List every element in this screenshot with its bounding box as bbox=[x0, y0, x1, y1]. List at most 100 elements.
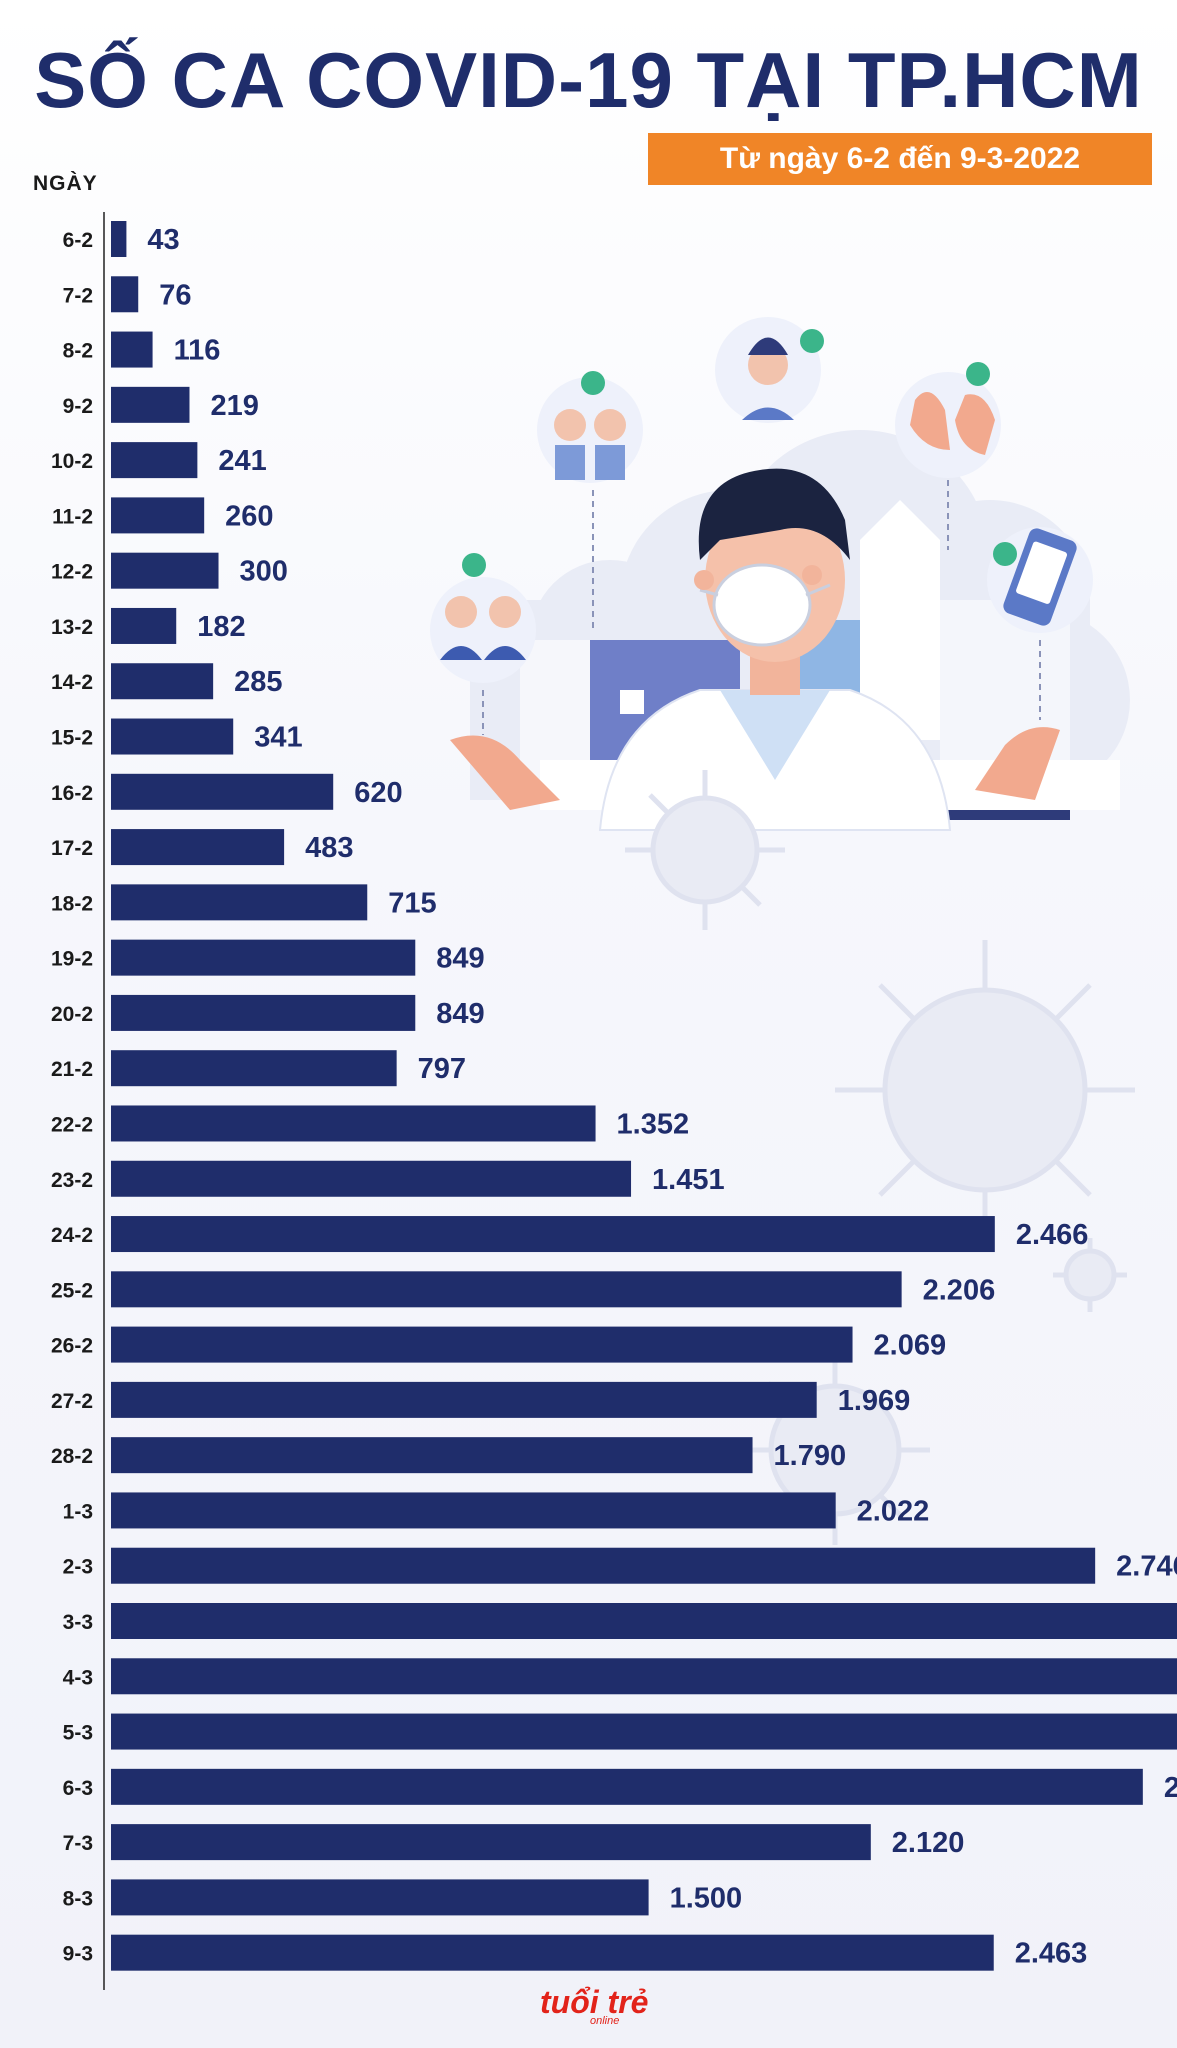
value-label: 300 bbox=[240, 556, 288, 588]
bar bbox=[111, 1326, 853, 1363]
bar bbox=[111, 1492, 836, 1529]
bar bbox=[111, 497, 205, 534]
doctor-figure bbox=[450, 468, 1060, 831]
category-label: 15-2 bbox=[51, 727, 93, 750]
category-label: 28-2 bbox=[51, 1445, 93, 1468]
category-label: 18-2 bbox=[51, 892, 93, 915]
category-label: 12-2 bbox=[51, 561, 93, 584]
y-axis-label: NGÀY bbox=[33, 172, 98, 195]
category-label: 2-3 bbox=[63, 1556, 93, 1579]
value-label: 76 bbox=[159, 279, 191, 311]
bar bbox=[111, 829, 285, 866]
value-label: 260 bbox=[225, 500, 273, 532]
bar bbox=[111, 1768, 1143, 1805]
bar bbox=[111, 607, 177, 644]
bar bbox=[111, 1105, 596, 1142]
bar bbox=[111, 663, 214, 700]
icon-bubbles bbox=[430, 317, 1093, 735]
value-label: 241 bbox=[218, 445, 266, 477]
bar bbox=[111, 994, 416, 1031]
brand-logo: tuổi trẻ online bbox=[540, 1985, 660, 2035]
value-label: 43 bbox=[147, 224, 179, 256]
value-label: 285 bbox=[234, 666, 282, 698]
category-label: 11-2 bbox=[52, 505, 93, 528]
category-label: 6-2 bbox=[63, 229, 93, 252]
bar bbox=[111, 552, 219, 589]
category-label: 8-3 bbox=[63, 1887, 93, 1910]
date-range-badge: Từ ngày 6-2 đến 9-3-2022 bbox=[648, 133, 1152, 185]
category-label: 10-2 bbox=[51, 450, 93, 473]
category-label: 20-2 bbox=[51, 1003, 93, 1026]
bar bbox=[111, 1658, 1177, 1695]
category-label: 1-3 bbox=[63, 1500, 93, 1523]
bar bbox=[111, 1050, 397, 1087]
bar bbox=[111, 1381, 817, 1418]
value-label: 1.500 bbox=[670, 1882, 743, 1914]
bar bbox=[111, 442, 198, 479]
value-label: 182 bbox=[197, 611, 245, 643]
bar bbox=[111, 221, 127, 257]
virus-particles bbox=[625, 770, 1135, 1545]
category-label: 3-3 bbox=[63, 1611, 93, 1634]
value-label: 2.069 bbox=[874, 1330, 947, 1362]
value-label: 2.206 bbox=[923, 1274, 996, 1306]
logo-subtext: online bbox=[590, 2015, 620, 2027]
value-label: 219 bbox=[210, 390, 258, 422]
bar bbox=[111, 773, 334, 810]
bar bbox=[111, 1603, 1177, 1639]
value-label: 1.969 bbox=[838, 1385, 911, 1417]
category-label: 7-3 bbox=[63, 1832, 93, 1855]
category-label: 27-2 bbox=[51, 1390, 93, 1413]
bar bbox=[111, 1824, 871, 1861]
category-label: 22-2 bbox=[51, 1113, 93, 1136]
category-label: 25-2 bbox=[51, 1279, 93, 1302]
value-label: 849 bbox=[436, 943, 484, 975]
category-label: 24-2 bbox=[51, 1224, 93, 1247]
chart-title: SỐ CA COVID-19 TẠI TP.HCM bbox=[34, 36, 1143, 124]
category-label: 26-2 bbox=[51, 1335, 93, 1358]
value-label: 2.463 bbox=[1015, 1938, 1088, 1970]
category-label: 9-3 bbox=[63, 1943, 93, 1966]
category-label: 23-2 bbox=[51, 1169, 93, 1192]
category-label: 4-3 bbox=[63, 1666, 93, 1689]
value-label: 2.120 bbox=[892, 1827, 965, 1859]
category-label: 16-2 bbox=[51, 782, 93, 805]
bar bbox=[111, 386, 190, 423]
bar bbox=[111, 331, 153, 368]
bar bbox=[111, 1547, 1096, 1584]
value-label: 715 bbox=[388, 887, 436, 919]
bar bbox=[111, 1713, 1177, 1750]
bar bbox=[111, 1216, 995, 1253]
category-label: 17-2 bbox=[51, 837, 93, 860]
value-label: 1.790 bbox=[774, 1440, 847, 1472]
value-label: 2.466 bbox=[1016, 1219, 1089, 1251]
value-label: 1.451 bbox=[652, 1164, 725, 1196]
logo-text: tuổi trẻ bbox=[540, 1984, 649, 2020]
value-label: 1.352 bbox=[617, 1108, 690, 1140]
value-label: 341 bbox=[254, 722, 302, 754]
value-label: 849 bbox=[436, 998, 484, 1030]
bar bbox=[111, 884, 368, 921]
value-label: 620 bbox=[354, 777, 402, 809]
category-label: 21-2 bbox=[51, 1058, 93, 1081]
category-label: 6-3 bbox=[63, 1777, 93, 1800]
value-label: 797 bbox=[418, 1053, 466, 1085]
bar bbox=[111, 1437, 753, 1474]
bar bbox=[111, 1271, 902, 1308]
value-label: 116 bbox=[174, 335, 221, 367]
category-label: 9-2 bbox=[63, 395, 93, 418]
value-label: 2.746 bbox=[1116, 1551, 1177, 1583]
category-label: 13-2 bbox=[51, 616, 93, 639]
bar bbox=[111, 718, 234, 755]
category-label: 19-2 bbox=[51, 948, 93, 971]
category-label: 5-3 bbox=[63, 1722, 93, 1745]
category-label: 8-2 bbox=[63, 340, 93, 363]
bar bbox=[111, 1160, 632, 1197]
bar bbox=[111, 1934, 994, 1971]
category-label: 14-2 bbox=[51, 671, 93, 694]
value-label: 483 bbox=[305, 832, 353, 864]
bar bbox=[111, 1879, 649, 1916]
